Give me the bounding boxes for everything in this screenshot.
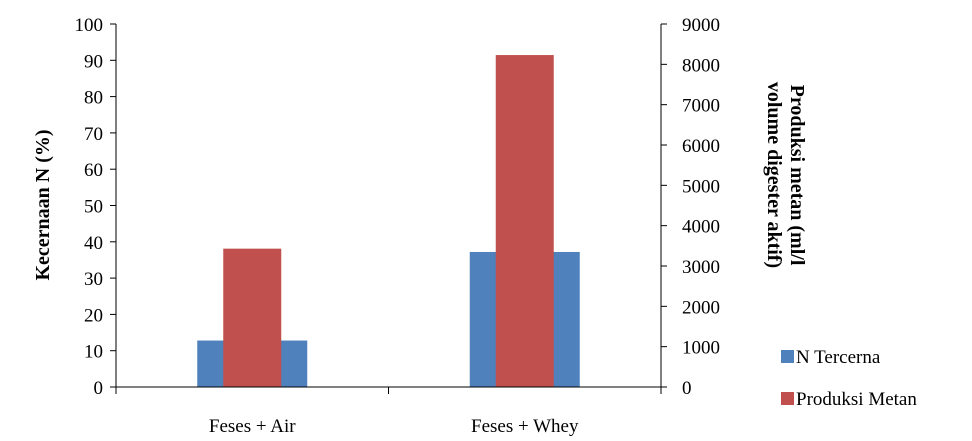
y-axis-title-right-line-1: Produksi metan (ml/l <box>786 85 808 266</box>
left-tick-label: 50 <box>84 197 103 218</box>
right-tick-label: 6000 <box>682 136 720 157</box>
bar-produksi-metan <box>495 55 554 387</box>
legend-swatch <box>781 350 794 363</box>
right-tick-label: 2000 <box>682 297 720 318</box>
right-tick-label: 4000 <box>682 217 720 238</box>
legend-label: N Tercerna <box>796 347 881 368</box>
x-tick-label: Feses + Whey <box>471 416 579 437</box>
legend-label: Produksi Metan <box>796 389 917 410</box>
left-tick-label: 100 <box>75 15 104 36</box>
left-tick-label: 10 <box>84 342 103 363</box>
left-tick-label: 70 <box>84 124 103 145</box>
left-tick-label: 90 <box>84 51 103 72</box>
right-tick-label: 1000 <box>682 338 720 359</box>
left-tick-label: 20 <box>84 305 103 326</box>
left-axis-ticks: 0 10 20 30 40 50 60 70 80 90 100 <box>75 15 116 399</box>
legend: N Tercerna Produksi Metan <box>781 347 917 410</box>
right-axis-ticks: 0 1000 2000 3000 4000 5000 6000 7000 8000 9000 <box>661 15 720 399</box>
left-tick-label: 30 <box>84 269 103 290</box>
x-tick-label: Feses + Air <box>209 416 296 437</box>
right-tick-label: 8000 <box>682 55 720 76</box>
left-tick-label: 60 <box>84 160 103 181</box>
bars <box>197 55 580 387</box>
y-axis-title-left: Kecernaan N (%) <box>32 129 54 280</box>
right-tick-label: 0 <box>682 378 692 399</box>
right-tick-label: 3000 <box>682 257 720 278</box>
x-axis-labels: Feses + Air Feses + Whey <box>209 416 579 437</box>
legend-swatch <box>781 392 794 405</box>
left-tick-label: 80 <box>84 88 103 109</box>
x-axis-ticks <box>115 387 662 394</box>
left-tick-label: 40 <box>84 233 103 254</box>
left-tick-label: 0 <box>94 378 104 399</box>
right-tick-label: 9000 <box>682 15 720 36</box>
right-tick-label: 5000 <box>682 176 720 197</box>
right-tick-label: 7000 <box>682 96 720 117</box>
y-axis-title-right-line-2: volume digester aktif) <box>763 82 785 268</box>
bar-produksi-metan <box>223 248 282 387</box>
